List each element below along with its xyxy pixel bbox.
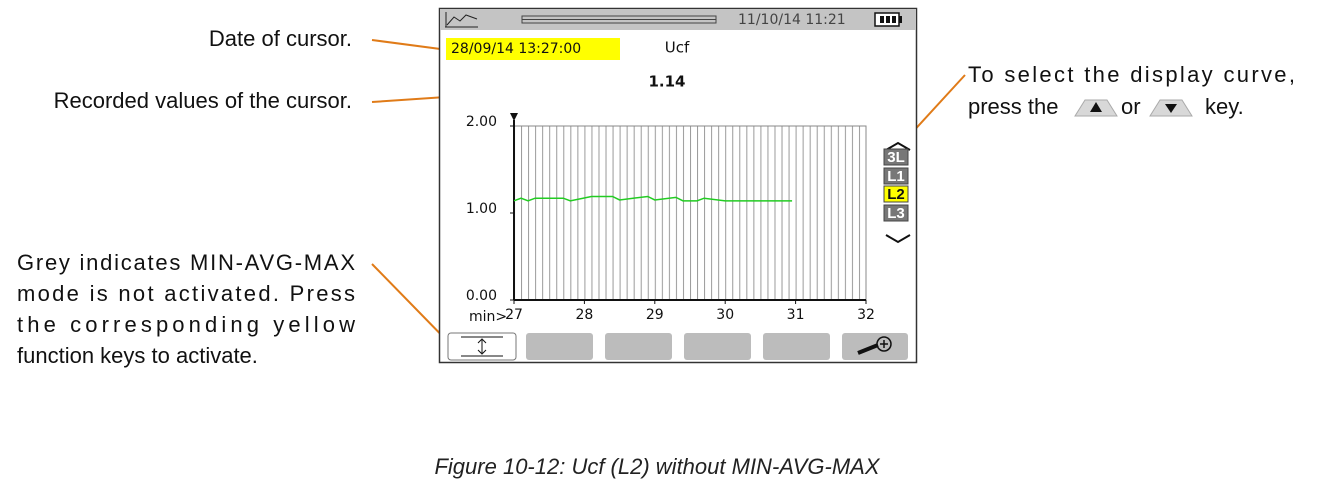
- channel-label: L1: [887, 168, 905, 185]
- y-tick-label: 0.00: [466, 288, 497, 304]
- annotation: function keys to activate.: [17, 343, 258, 368]
- annotation: Grey indicates MIN-AVG-MAX: [17, 250, 355, 275]
- annotation: the corresponding yellow: [17, 312, 355, 337]
- annotation: press the: [968, 94, 1059, 119]
- device-screen: 11/10/14 11:21 28/09/14 13:27:00 Ucf 1.1…: [438, 7, 918, 364]
- clock: 11/10/14 11:21: [738, 12, 846, 28]
- measure-title: Ucf: [665, 39, 690, 57]
- channel-label: L2: [887, 186, 905, 203]
- function-key[interactable]: [684, 333, 751, 360]
- function-key[interactable]: [526, 333, 593, 360]
- caption: Figure 10-12: Ucf (L2) without MIN-AVG-M…: [434, 454, 880, 479]
- x-axis-label: min>: [469, 309, 507, 325]
- annotation: To select the display curve,: [968, 62, 1295, 87]
- x-tick-label: 29: [646, 307, 664, 323]
- channel-button[interactable]: [883, 185, 909, 203]
- cursor-date: 28/09/14 13:27:00: [451, 41, 581, 57]
- chevron-down: [885, 234, 911, 244]
- channel-button[interactable]: [883, 167, 909, 185]
- zoom-icon: [857, 336, 892, 355]
- function-key[interactable]: [605, 333, 672, 360]
- y-tick-label: 1.00: [466, 201, 497, 217]
- channel-label: L3: [887, 205, 905, 222]
- annotation: Date of cursor.: [209, 26, 352, 51]
- chevron-up: [885, 141, 911, 151]
- annotation: Recorded values of the cursor.: [54, 88, 352, 113]
- channel-button[interactable]: [883, 148, 909, 166]
- up-key-icon: [1074, 99, 1118, 117]
- annotation: key.: [1205, 94, 1244, 119]
- x-tick-label: 28: [575, 307, 593, 323]
- x-tick-label: 27: [505, 307, 523, 323]
- data-line: [513, 195, 793, 202]
- annotation: mode is not activated. Press: [17, 281, 355, 306]
- x-tick-label: 32: [857, 307, 875, 323]
- channel-label: 3L: [887, 149, 905, 166]
- y-tick-label: 2.00: [466, 114, 497, 130]
- x-tick-label: 30: [716, 307, 734, 323]
- cursor-marker: [510, 113, 518, 121]
- annotation: or: [1121, 94, 1141, 119]
- cursor-value: 1.14: [648, 73, 685, 91]
- x-tick-label: 31: [787, 307, 805, 323]
- function-key[interactable]: [763, 333, 830, 360]
- leader-line: [371, 39, 449, 51]
- channel-button[interactable]: [883, 204, 909, 222]
- plot-area: [513, 125, 867, 301]
- key-icon: [461, 336, 503, 357]
- down-key-icon: [1149, 99, 1193, 117]
